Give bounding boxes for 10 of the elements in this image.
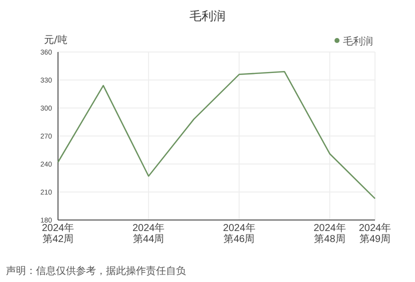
x-tick-label: 2024年第48周 bbox=[314, 222, 346, 246]
x-tick-label: 2024年第44周 bbox=[132, 222, 165, 246]
text: 声明：信息仅供参考，据此操作责任自负 bbox=[6, 265, 186, 277]
y-axis-title: 元/吨 bbox=[44, 34, 68, 46]
x-tick-label: 2024年第49周 bbox=[358, 222, 392, 246]
line-series bbox=[57, 70, 376, 200]
x-tick-label: 2024年第46周 bbox=[223, 222, 256, 246]
legend-label: 毛利润 bbox=[343, 36, 373, 48]
chart-title: 毛利润 bbox=[190, 9, 226, 23]
x-tick-label: 2024年第42周 bbox=[42, 222, 74, 246]
